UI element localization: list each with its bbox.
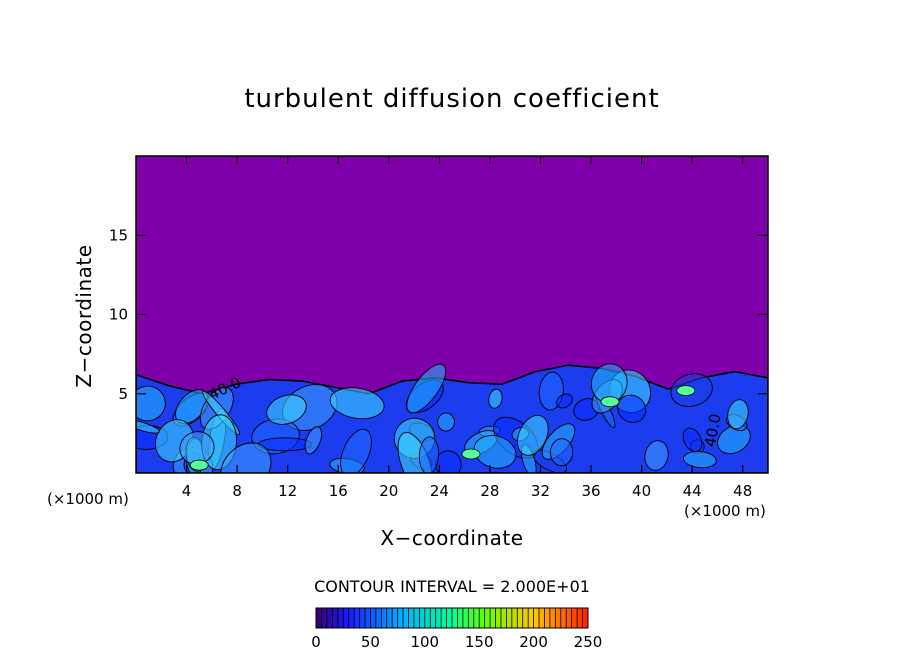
eddy-contour	[517, 414, 549, 456]
eddy-contour	[473, 435, 517, 469]
eddy-contour	[329, 387, 385, 420]
eddy-contour	[304, 426, 323, 455]
colorbar-tick-label: 250	[574, 633, 603, 651]
eddy-contour	[136, 419, 161, 434]
eddy-contour	[266, 394, 307, 425]
x-tick-label: 24	[430, 482, 449, 500]
x-tick-label: 20	[379, 482, 398, 500]
plot-area: 40.040.0	[136, 156, 768, 473]
eddy-contour	[717, 424, 751, 455]
x-tick-label: 36	[581, 482, 600, 500]
x-tick-label: 48	[733, 482, 752, 500]
x-unit-label-left: (×1000 m)	[47, 490, 129, 508]
eddy-contour	[220, 442, 272, 473]
x-tick-label: 44	[683, 482, 702, 500]
high-value-spot	[600, 396, 620, 408]
eddy-contour	[682, 427, 703, 453]
chart-title: turbulent diffusion coefficient	[244, 84, 660, 114]
high-value-spot	[461, 448, 481, 460]
colorbar-tick-label: 50	[361, 633, 380, 651]
x-tick-label: 8	[232, 482, 242, 500]
eddy-contour	[556, 393, 573, 409]
colorbar-tick-label: 0	[311, 633, 321, 651]
colorbar-frame	[315, 607, 589, 629]
eddy-contour	[617, 394, 647, 423]
eddy-contour	[340, 428, 372, 473]
eddy-contour	[682, 451, 717, 469]
turbulent-layer: 40.040.0	[136, 363, 768, 473]
contour-interval-label: CONTOUR INTERVAL = 2.000E+01	[314, 577, 590, 596]
eddy-contour	[644, 440, 669, 471]
x-tick-label: 28	[480, 482, 499, 500]
eddy-contour	[549, 438, 574, 467]
x-tick-label: 16	[329, 482, 348, 500]
eddy-contour	[406, 363, 447, 414]
eddy-contour	[418, 436, 439, 473]
colorbar-tick-label: 200	[519, 633, 548, 651]
eddy-contour	[434, 450, 462, 473]
high-value-spot	[676, 385, 696, 396]
y-tick-label: 15	[109, 226, 128, 244]
y-tick-label: 5	[118, 385, 128, 403]
eddy-contour	[488, 388, 503, 409]
x-tick-label: 40	[632, 482, 651, 500]
eddy-contour	[727, 399, 749, 430]
colorbar-tick-label: 100	[410, 633, 439, 651]
contour-label: 40.0	[701, 412, 725, 448]
y-tick-label: 10	[109, 306, 128, 324]
colorbar-tick-label: 150	[465, 633, 494, 651]
eddy-contour	[437, 412, 455, 432]
x-unit-label-right: (×1000 m)	[684, 502, 766, 520]
x-tick-label: 32	[531, 482, 550, 500]
high-value-spot	[189, 459, 209, 471]
colorbar: 0 50 100 150 200 250	[311, 607, 603, 651]
x-tick-label: 12	[278, 482, 297, 500]
eddy-contour	[136, 385, 166, 422]
x-axis-label: X−coordinate	[380, 526, 524, 550]
x-tick-label: 4	[182, 482, 192, 500]
